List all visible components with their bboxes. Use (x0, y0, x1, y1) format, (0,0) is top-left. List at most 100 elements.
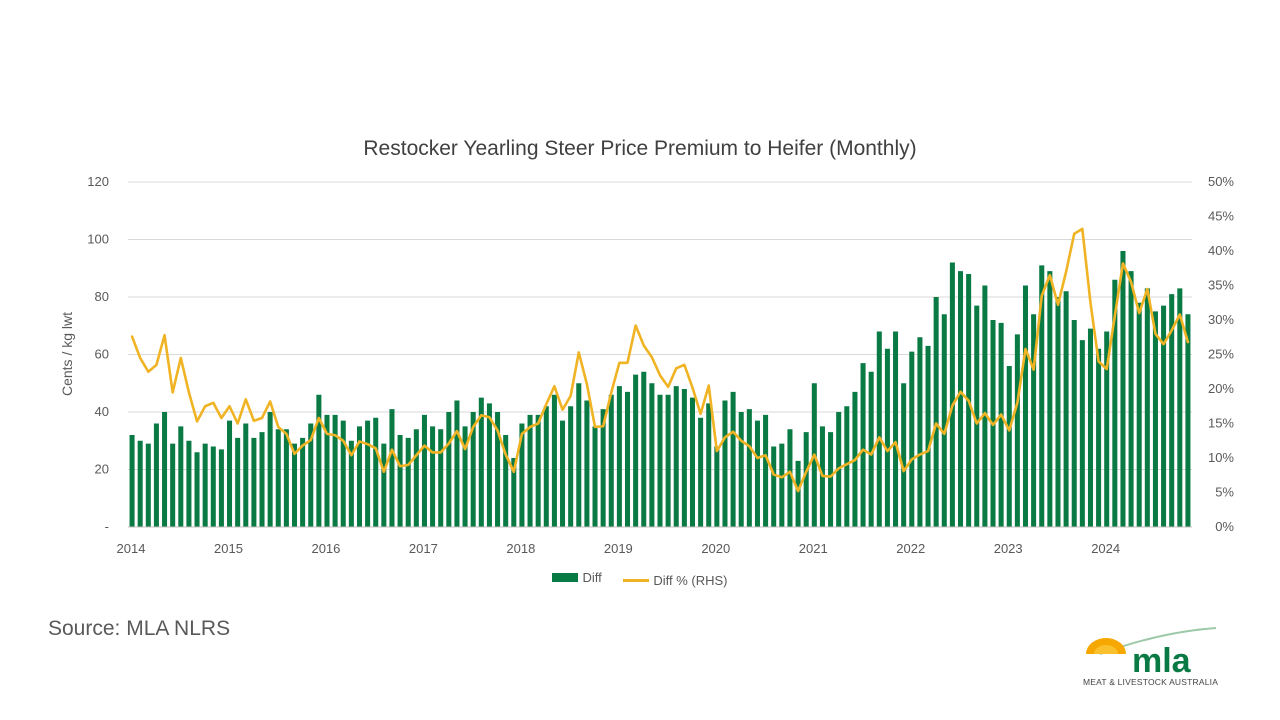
diff-bar (1177, 288, 1183, 527)
diff-bar (153, 423, 159, 527)
y2-tick-label: 50% (1208, 174, 1234, 189)
diff-bar (1022, 285, 1029, 527)
diff-bar (145, 443, 151, 527)
diff-bar (876, 331, 882, 527)
y2-tick-label: 45% (1208, 209, 1234, 224)
diff-pct-line (130, 227, 1190, 493)
legend-item-diff-pct: Diff % (RHS) (623, 573, 728, 588)
logo-wordmark: mla (1132, 642, 1192, 680)
diff-bar (1169, 294, 1175, 527)
diff-bar (381, 443, 387, 527)
diff-bar (275, 429, 281, 527)
chart-plot: - 20 40 60 80 100 120 0% 5% 10% 15% 20% 25% 30% 35% 40%… (59, 174, 1234, 556)
diff-bar (1071, 320, 1077, 527)
diff-bar (771, 446, 777, 527)
diff-bar (828, 432, 834, 527)
diff-bar (519, 423, 525, 527)
diff-bar (251, 437, 257, 527)
y-tick-label: 20 (95, 462, 109, 477)
diff-bar (624, 391, 631, 527)
diff-bar (218, 449, 224, 527)
diff-bar (478, 397, 484, 527)
diff-bar (779, 443, 785, 527)
diff-bar (706, 403, 712, 527)
diff-bar (316, 394, 322, 527)
y2-tick-label: 30% (1208, 312, 1234, 327)
y2-tick-label: 5% (1215, 485, 1234, 500)
diff-bar (933, 297, 939, 527)
diff-bar (982, 285, 988, 527)
diff-bar (568, 406, 574, 527)
diff-bar (649, 383, 655, 527)
y-axis-label: Cents / kg lwt (59, 312, 75, 396)
diff-bar (227, 420, 233, 527)
diff-bar (308, 423, 314, 527)
diff-bar (413, 429, 419, 527)
diff-bar (738, 412, 744, 527)
diff-bar (162, 412, 168, 527)
legend-label-diff: Diff (582, 570, 602, 585)
diff-bar (1014, 334, 1020, 527)
diff-bar (722, 400, 728, 527)
diff-bar (202, 443, 208, 527)
diff-bar (689, 397, 696, 527)
diff-bar (803, 432, 809, 527)
diff-pct-line-path (130, 227, 1190, 493)
diff-bar (665, 394, 671, 527)
legend-swatch-diff-pct (623, 579, 650, 582)
x-tick-label: 2021 (799, 541, 828, 556)
legend-label-diff-pct: Diff % (RHS) (653, 573, 728, 588)
diff-bar (300, 437, 306, 527)
diff-bar (592, 426, 598, 527)
x-tick-label: 2015 (214, 541, 243, 556)
diff-bar (503, 435, 509, 527)
diff-bar (958, 271, 964, 527)
y-tick-label: 40 (95, 404, 109, 419)
diff-bar (600, 409, 606, 527)
diff-bar (470, 412, 476, 527)
diff-bars (129, 251, 1191, 527)
diff-bar (1063, 291, 1069, 527)
diff-bar (1185, 314, 1191, 527)
diff-bar (235, 437, 241, 527)
diff-bar (633, 374, 639, 527)
diff-bar (430, 426, 436, 527)
diff-bar (170, 443, 176, 527)
diff-bar (210, 446, 216, 527)
diff-bar (560, 420, 566, 527)
diff-bar (283, 429, 289, 527)
y2-tick-label: 20% (1208, 381, 1234, 396)
axes: - 20 40 60 80 100 120 0% 5% 10% 15% 20% 25% 30% 35% 40%… (87, 174, 1234, 556)
diff-bar (893, 331, 899, 527)
diff-bar (698, 417, 704, 527)
y2-tick-label: 15% (1208, 416, 1234, 431)
diff-bar (641, 371, 647, 527)
diff-bar (454, 400, 460, 527)
diff-bar (844, 406, 850, 527)
diff-bar (486, 403, 492, 527)
legend: Diff Diff % (RHS) (0, 570, 1280, 588)
diff-bar (1152, 311, 1158, 527)
legend-swatch-diff (552, 573, 579, 582)
diff-bar (917, 337, 923, 527)
diff-bar (373, 417, 379, 527)
diff-bar (868, 371, 874, 527)
diff-bar (1112, 279, 1118, 527)
diff-bar (901, 383, 907, 527)
diff-bar (1079, 340, 1085, 527)
source-note: Source: MLA NLRS (48, 617, 231, 640)
diff-bar (137, 440, 143, 527)
diff-bar (884, 348, 890, 527)
diff-bar (527, 414, 533, 527)
diff-bar (332, 414, 338, 527)
diff-bar (291, 443, 298, 527)
diff-bar (495, 412, 501, 527)
diff-bar (543, 406, 549, 527)
diff-bar (1120, 251, 1126, 527)
diff-bar (340, 420, 346, 527)
x-tick-label: 2023 (994, 541, 1023, 556)
y2-tick-label: 40% (1208, 243, 1234, 258)
mla-logo: mla (1086, 627, 1217, 680)
diff-bar (974, 305, 980, 527)
diff-bar (1136, 302, 1142, 527)
